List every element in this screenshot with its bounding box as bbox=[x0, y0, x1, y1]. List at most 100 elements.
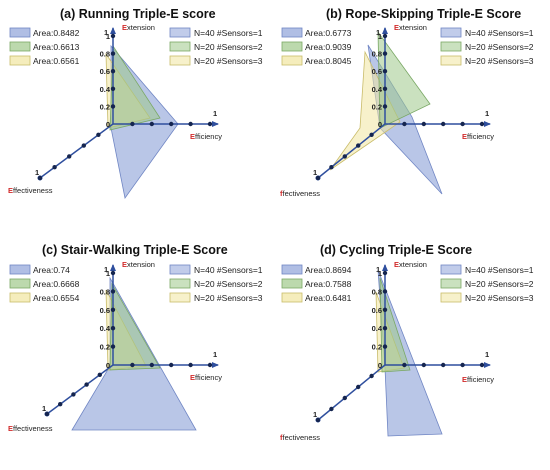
y-tick-label: 0.8 bbox=[100, 287, 110, 296]
chart-title: (a) Running Triple-E score bbox=[60, 7, 216, 21]
chart-panel-3: (c) Stair-Walking Triple-E Score 1 0.8 0.6 0… bbox=[8, 243, 263, 433]
y-tick-label: 1 bbox=[378, 32, 382, 41]
effectiveness-tick-dot bbox=[67, 154, 72, 159]
efficiency-end-label: 1 bbox=[213, 109, 217, 118]
effectiveness-axis bbox=[317, 364, 386, 421]
effectiveness-tick-dot bbox=[356, 143, 361, 148]
extension-tick-dot bbox=[382, 307, 388, 312]
series-legend-swatch bbox=[440, 264, 462, 275]
series-legend-label: N=20 #Sensors=3 bbox=[465, 56, 534, 66]
area-legend-label: Area:0.74 bbox=[33, 265, 70, 275]
y-tick-label: 0.4 bbox=[372, 324, 383, 333]
area-legend-swatch bbox=[9, 292, 31, 303]
efficiency-tick-dot bbox=[441, 362, 446, 368]
efficiency-end-label: 1 bbox=[485, 350, 489, 359]
series-legend-label: N=40 #Sensors=1 bbox=[194, 28, 263, 38]
area-legend-swatch bbox=[281, 264, 303, 275]
efficiency-tick-dot bbox=[479, 121, 485, 127]
efficiency-end-label: 1 bbox=[485, 109, 489, 118]
series-legend-label: N=20 #Sensors=3 bbox=[465, 293, 534, 303]
series-legend-swatch bbox=[440, 55, 462, 66]
y-tick-label: 0.8 bbox=[372, 50, 382, 59]
effectiveness-tick-dot bbox=[81, 143, 87, 148]
extension-tick-dot bbox=[110, 33, 116, 39]
series-legend-label: N=40 #Sensors=1 bbox=[194, 265, 263, 275]
chart-title: (b) Rope-Skipping Triple-E Score bbox=[326, 7, 521, 21]
efficiency-axis-arrow bbox=[484, 362, 491, 368]
extension-tick-dot bbox=[110, 326, 116, 331]
area-legend-label: Area:0.6773 bbox=[305, 28, 352, 38]
effectiveness-axis bbox=[317, 123, 386, 179]
extension-axis-label: Extension bbox=[122, 260, 155, 269]
extension-tick-dot bbox=[110, 51, 116, 56]
chart-panel-4: (d) Cycling Triple-E Score 1 0.8 0.6 0.4 0.2 0… bbox=[280, 243, 534, 442]
extension-tick-dot bbox=[110, 307, 116, 312]
efficiency-tick-dot bbox=[421, 362, 426, 368]
extension-axis-label: Extension bbox=[122, 23, 155, 32]
effectiveness-axis-label: ffectiveness bbox=[280, 189, 320, 198]
area-legend-label: Area:0.6613 bbox=[33, 42, 80, 52]
extension-tick-dot bbox=[382, 344, 388, 349]
y-tick-label: 1 bbox=[106, 32, 110, 41]
efficiency-tick-dot bbox=[460, 121, 465, 127]
area-legend-label: Area:0.8482 bbox=[33, 28, 80, 38]
effectiveness-tick-dot bbox=[71, 392, 76, 397]
efficiency-axis-arrow bbox=[484, 121, 491, 127]
area-legend-label: Area:0.9039 bbox=[305, 42, 352, 52]
y-tick-label: 0.6 bbox=[100, 306, 110, 315]
area-legend-swatch bbox=[9, 41, 31, 52]
area-legend-label: Area:0.8045 bbox=[305, 56, 352, 66]
series-legend-label: N=20 #Sensors=2 bbox=[465, 42, 534, 52]
efficiency-tick-dot bbox=[460, 362, 465, 368]
effectiveness-tick-dot bbox=[37, 175, 43, 181]
series-legend-label: N=40 #Sensors=1 bbox=[465, 265, 534, 275]
series-legend-label: N=20 #Sensors=3 bbox=[194, 293, 263, 303]
area-legend-swatch bbox=[281, 55, 303, 66]
y-tick-label: 0.4 bbox=[372, 85, 383, 94]
extension-tick-dot bbox=[382, 270, 388, 276]
extension-axis-arrow bbox=[110, 264, 116, 271]
y-tick-label: 0.2 bbox=[372, 343, 382, 352]
efficiency-tick-dot bbox=[479, 362, 485, 368]
efficiency-tick-dot bbox=[402, 362, 407, 368]
chart-panel-1: (a) Running Triple-E score 1 0.8 0.6 0.4 0.2 0… bbox=[8, 7, 263, 199]
y-tick-label: 0 bbox=[106, 120, 110, 129]
efficiency-tick-dot bbox=[169, 121, 174, 127]
series-legend-swatch bbox=[169, 278, 191, 289]
extension-tick-dot bbox=[382, 326, 388, 331]
extension-tick-dot bbox=[110, 270, 116, 276]
efficiency-tick-dot bbox=[441, 121, 446, 127]
extension-end-label: 1 bbox=[376, 28, 380, 37]
extension-tick-dot bbox=[382, 69, 388, 74]
series-legend-swatch bbox=[169, 55, 191, 66]
series-legend-swatch bbox=[440, 27, 462, 38]
effectiveness-axis bbox=[46, 364, 114, 415]
y-tick-label: 0.2 bbox=[100, 343, 110, 352]
effectiveness-axis bbox=[39, 123, 114, 179]
effectiveness-tick-dot bbox=[96, 132, 101, 137]
efficiency-tick-dot bbox=[149, 121, 154, 127]
extension-end-label: 1 bbox=[104, 28, 108, 37]
effectiveness-end-label: 1 bbox=[313, 410, 317, 419]
extension-axis-label: Extension bbox=[394, 23, 427, 32]
efficiency-tick-dot bbox=[188, 362, 193, 368]
chart-title: (d) Cycling Triple-E Score bbox=[320, 243, 472, 257]
efficiency-tick-dot bbox=[207, 121, 213, 127]
y-tick-label: 0.4 bbox=[100, 324, 111, 333]
extension-tick-dot bbox=[382, 33, 388, 39]
series-legend-swatch bbox=[440, 41, 462, 52]
efficiency-tick-dot bbox=[207, 362, 213, 368]
extension-tick-dot bbox=[110, 104, 116, 109]
extension-end-label: 1 bbox=[376, 265, 380, 274]
chart-panel-2: (b) Rope-Skipping Triple-E Score 1 0.8 0.6 0… bbox=[280, 7, 534, 198]
series-legend-label: N=40 #Sensors=1 bbox=[465, 28, 534, 38]
y-tick-label: 0.2 bbox=[372, 102, 382, 111]
effectiveness-tick-dot bbox=[97, 372, 103, 377]
efficiency-end-label: 1 bbox=[213, 350, 217, 359]
effectiveness-tick-dot bbox=[369, 132, 374, 137]
effectiveness-tick-dot bbox=[315, 417, 321, 423]
y-tick-label: 1 bbox=[378, 269, 382, 278]
y-tick-label: 0 bbox=[378, 361, 382, 370]
effectiveness-tick-dot bbox=[329, 406, 334, 412]
effectiveness-tick-dot bbox=[369, 373, 374, 379]
